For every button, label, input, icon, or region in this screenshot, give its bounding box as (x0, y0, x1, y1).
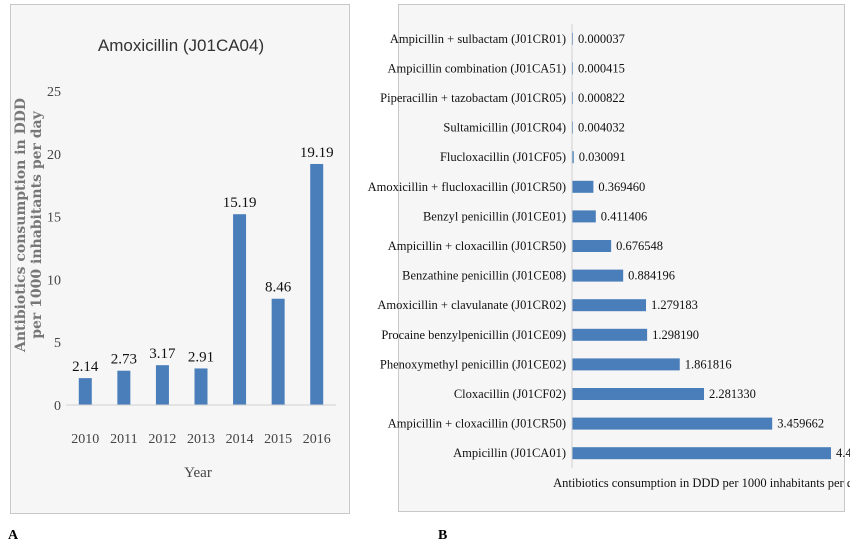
data-label: 0.411406 (601, 209, 647, 223)
data-label: 0.004032 (578, 121, 625, 135)
bar-2016 (310, 163, 324, 405)
y-tick-label: 20 (47, 148, 61, 163)
data-label: 4.475671 (836, 446, 850, 460)
x-tick-label: 2013 (187, 432, 215, 447)
x-tick-label: 2015 (264, 432, 292, 447)
data-label: 3.459662 (777, 417, 824, 431)
antibiotics-horizontal-bar-chart: Ampicillin + sulbactam (J01CR01) Ampicill… (368, 24, 850, 490)
data-label: 0.000037 (578, 32, 625, 46)
panel-label-a: A (8, 528, 19, 543)
bar-2013 (194, 368, 208, 405)
category-label: Benzyl penicillin (J01CE01) (423, 209, 566, 223)
data-label: 2.281330 (709, 387, 756, 401)
y-tick-label: 0 (54, 399, 61, 414)
chart-panel-a: Amoxicillin (J01CA04) Antibiotics consum… (10, 4, 350, 514)
bar-7 (572, 210, 596, 223)
data-label: 2.14 (72, 359, 99, 375)
data-label: 0.000415 (578, 61, 625, 75)
data-label: 1.279183 (651, 298, 698, 312)
bar-2011 (117, 370, 131, 405)
x-axis-label: Antibiotics consumption in DDD per 1000 … (553, 476, 850, 490)
data-label: 2.91 (188, 349, 214, 365)
bar-6 (572, 180, 594, 193)
chart-title: Amoxicillin (J01CA04) (98, 36, 264, 55)
y-tick-label: 25 (47, 85, 61, 100)
data-label: 3.17 (149, 346, 176, 362)
bar-15 (572, 447, 831, 460)
y-axis-label-line-2: per 1000 inhabitants per day (29, 110, 45, 338)
y-tick-label: 10 (47, 273, 61, 288)
data-label: 8.46 (265, 280, 292, 296)
category-label: Ampicillin + sulbactam (J01CR01) (390, 32, 566, 46)
data-label: 1.298190 (652, 328, 699, 342)
chart-panel-b: Ampicillin + sulbactam (J01CR01) Ampicill… (368, 4, 850, 512)
panel-label-b: B (438, 528, 448, 543)
category-label: Benzathine penicillin (J01CE08) (402, 269, 566, 283)
y-axis-label-line-1: Antibiotics consumption in DDD (13, 98, 29, 353)
bar-11 (572, 328, 648, 341)
bar-2015 (271, 298, 285, 405)
category-label: Ampicillin (J01CA01) (453, 446, 566, 460)
category-label: Sultamicillin (J01CR04) (443, 121, 566, 135)
bar-9 (572, 269, 624, 282)
bar-12 (572, 358, 680, 371)
x-tick-label: 2011 (110, 432, 137, 447)
category-label: Piperacillin + tazobactam (J01CR05) (380, 91, 566, 105)
bar-14 (572, 417, 773, 430)
bar-2014 (233, 214, 247, 405)
amoxicillin-bar-chart: Amoxicillin (J01CA04) Antibiotics consum… (13, 36, 336, 481)
bar-10 (572, 299, 647, 312)
category-label: Amoxicillin + flucloxacillin (J01CR50) (368, 180, 566, 194)
x-tick-label: 2012 (148, 432, 176, 447)
data-label: 0.369460 (598, 180, 645, 194)
data-label: 19.19 (300, 145, 334, 161)
category-label: Amoxicillin + clavulanate (J01CR02) (377, 298, 566, 312)
y-tick-label: 5 (54, 336, 61, 351)
x-tick-label: 2016 (303, 432, 331, 447)
category-label: Ampicillin combination (J01CA51) (388, 61, 566, 75)
category-label: Flucloxacillin (J01CF05) (440, 150, 566, 164)
category-label: Cloxacillin (J01CF02) (454, 387, 566, 401)
bar-2010 (78, 378, 92, 405)
category-label: Procaine benzylpenicillin (J01CE09) (381, 328, 566, 342)
x-tick-label: 2010 (71, 432, 99, 447)
x-tick-label: 2014 (226, 432, 254, 447)
data-label: 1.861816 (685, 357, 732, 371)
data-label: 2.73 (111, 352, 137, 368)
bar-2012 (155, 365, 169, 405)
bar-13 (572, 388, 705, 400)
x-axis-label: Year (184, 465, 212, 481)
category-label: Phenoxymethyl penicillin (J01CE02) (380, 357, 566, 371)
data-label: 0.000822 (578, 91, 625, 105)
y-tick-label: 15 (47, 211, 61, 226)
data-label: 0.030091 (579, 150, 626, 164)
bar-8 (572, 240, 612, 252)
category-label: Ampicillin + cloxacillin (J01CR50) (388, 417, 566, 431)
data-label: 0.676548 (616, 239, 663, 253)
bar-5 (572, 151, 574, 164)
data-label: 15.19 (223, 195, 257, 211)
data-label: 0.884196 (628, 269, 675, 283)
category-label: Ampicillin + cloxacillin (J01CR50) (388, 239, 566, 253)
